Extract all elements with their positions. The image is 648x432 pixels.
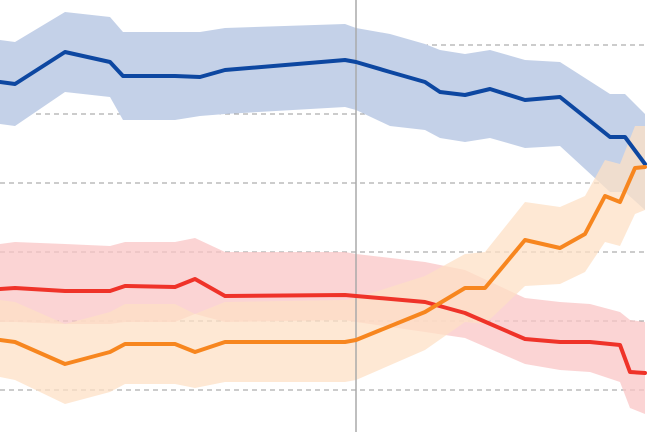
blue-band (0, 12, 645, 210)
